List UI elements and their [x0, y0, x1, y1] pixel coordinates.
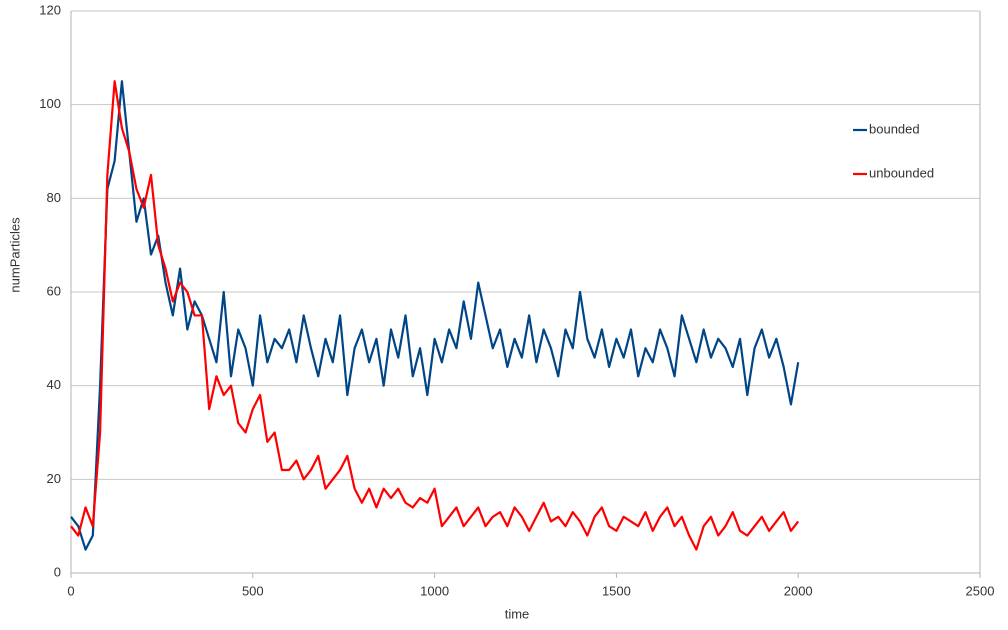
- x-tick-label: 1500: [602, 583, 631, 598]
- x-axis-label: time: [505, 606, 530, 621]
- y-tick-label: 20: [47, 471, 61, 486]
- x-tick-label: 0: [67, 583, 74, 598]
- y-tick-label: 40: [47, 377, 61, 392]
- x-tick-label: 500: [242, 583, 264, 598]
- legend-label: bounded: [869, 121, 920, 136]
- y-tick-label: 80: [47, 190, 61, 205]
- y-tick-label: 120: [39, 2, 61, 17]
- x-tick-label: 2500: [966, 583, 995, 598]
- x-tick-label: 2000: [784, 583, 813, 598]
- x-tick-label: 1000: [420, 583, 449, 598]
- series-line: [70, 80, 800, 551]
- y-tick-label: 60: [47, 283, 61, 298]
- y-axis-label: numParticles: [7, 217, 22, 293]
- y-tick-label: 0: [54, 564, 61, 579]
- legend-label: unbounded: [869, 165, 934, 180]
- y-tick-label: 100: [39, 96, 61, 111]
